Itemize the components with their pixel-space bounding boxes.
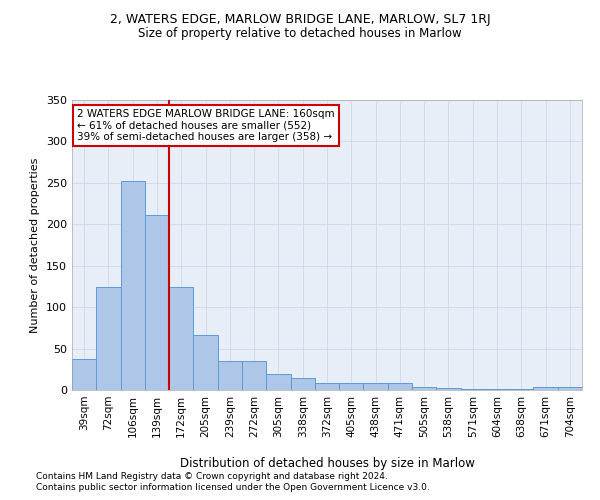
Bar bbox=[218, 361, 242, 390]
Bar bbox=[72, 360, 96, 390]
Bar bbox=[242, 361, 266, 390]
Text: Contains public sector information licensed under the Open Government Licence v3: Contains public sector information licen… bbox=[36, 483, 430, 492]
Bar bbox=[169, 288, 193, 390]
Bar bbox=[266, 374, 290, 390]
Text: 2, WATERS EDGE, MARLOW BRIDGE LANE, MARLOW, SL7 1RJ: 2, WATERS EDGE, MARLOW BRIDGE LANE, MARL… bbox=[110, 12, 490, 26]
Bar bbox=[121, 181, 145, 390]
Bar bbox=[558, 386, 582, 390]
Bar bbox=[461, 389, 485, 390]
Bar bbox=[339, 384, 364, 390]
Bar bbox=[193, 336, 218, 390]
Bar bbox=[145, 215, 169, 390]
Text: 2 WATERS EDGE MARLOW BRIDGE LANE: 160sqm
← 61% of detached houses are smaller (5: 2 WATERS EDGE MARLOW BRIDGE LANE: 160sqm… bbox=[77, 108, 335, 142]
Bar bbox=[412, 386, 436, 390]
Bar bbox=[436, 388, 461, 390]
Text: Contains HM Land Registry data © Crown copyright and database right 2024.: Contains HM Land Registry data © Crown c… bbox=[36, 472, 388, 481]
Bar bbox=[364, 384, 388, 390]
Bar bbox=[96, 288, 121, 390]
Bar bbox=[388, 384, 412, 390]
Text: Distribution of detached houses by size in Marlow: Distribution of detached houses by size … bbox=[179, 458, 475, 470]
Bar bbox=[509, 389, 533, 390]
Y-axis label: Number of detached properties: Number of detached properties bbox=[31, 158, 40, 332]
Bar bbox=[533, 386, 558, 390]
Bar bbox=[485, 389, 509, 390]
Bar bbox=[315, 382, 339, 390]
Text: Size of property relative to detached houses in Marlow: Size of property relative to detached ho… bbox=[138, 28, 462, 40]
Bar bbox=[290, 378, 315, 390]
